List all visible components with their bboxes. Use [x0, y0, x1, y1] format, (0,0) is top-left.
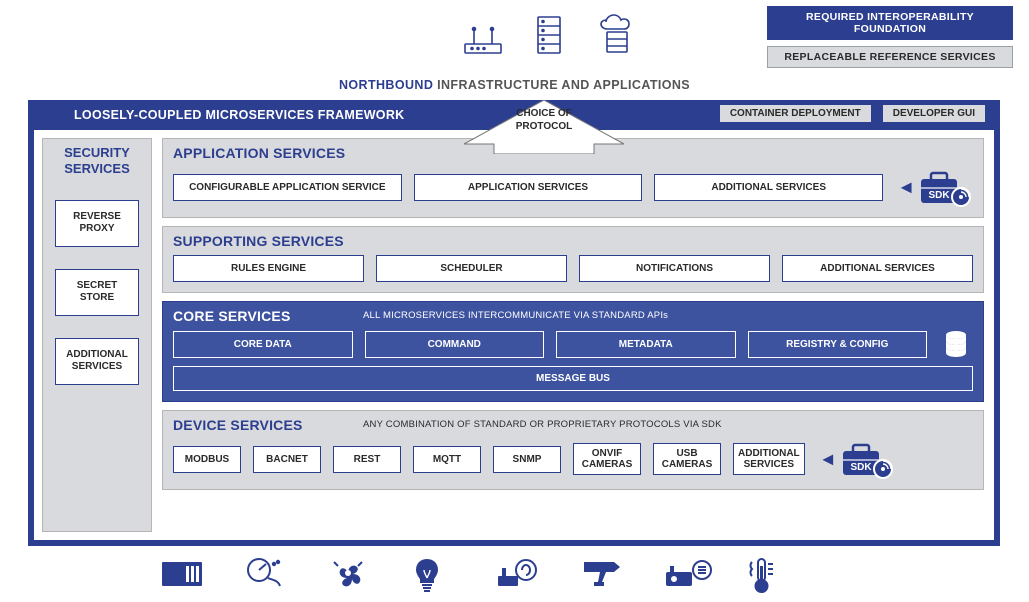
sdk-arrow-icon: ◄ [819, 449, 837, 470]
sdk-toolbox-icon: SDK [841, 439, 895, 479]
security-title: SECURITY SERVICES [64, 145, 130, 178]
protocol-line2: PROTOCOL [516, 121, 572, 132]
container-deployment-box: CONTAINER DEPLOYMENT [719, 104, 872, 123]
northbound-icons-row [460, 8, 640, 56]
thermometer-icon [748, 556, 788, 590]
pump-icon [496, 556, 536, 590]
svc-registry-config: REGISTRY & CONFIG [748, 331, 928, 358]
supporting-services-layer: SUPPORTING SERVICES RULES ENGINE SCHEDUL… [162, 226, 984, 293]
fan-icon [328, 556, 368, 590]
device-sdk-slot: ◄ SDK [817, 439, 895, 479]
legend-replaceable: REPLACEABLE REFERENCE SERVICES [767, 46, 1013, 68]
svg-text:SDK: SDK [928, 190, 950, 201]
svc-additional-services-supporting: ADDITIONAL SERVICES [782, 255, 973, 282]
svc-scheduler: SCHEDULER [376, 255, 567, 282]
legend-required: REQUIRED INTEROPERABILITY FOUNDATION [767, 6, 1013, 40]
security-secret-store: SECRETSTORE [55, 269, 139, 316]
svc-snmp: SNMP [493, 446, 561, 473]
security-reverse-proxy: REVERSEPROXY [55, 200, 139, 247]
svc-configurable-application-service: CONFIGURABLE APPLICATION SERVICE [173, 174, 402, 201]
hvac-icon [664, 556, 704, 590]
northbound-label: NORTHBOUND INFRASTRUCTURE AND APPLICATIO… [0, 78, 1029, 92]
camera-icon [580, 556, 620, 590]
svc-modbus: MODBUS [173, 446, 241, 473]
server-icon [534, 14, 564, 56]
svc-additional-services-device: ADDITIONALSERVICES [733, 443, 805, 475]
northbound-left: NORTHBOUND [339, 78, 433, 92]
svc-metadata: METADATA [556, 331, 736, 358]
southbound-icons-row [160, 556, 788, 590]
layers-column: APPLICATION SERVICES CONFIGURABLE APPLIC… [162, 138, 984, 532]
svc-command: COMMAND [365, 331, 545, 358]
device-services-subtitle: ANY COMBINATION OF STANDARD OR PROPRIETA… [363, 419, 722, 430]
database-icon [939, 330, 973, 358]
svc-onvif-cameras: ONVIFCAMERAS [573, 443, 641, 475]
supporting-services-title: SUPPORTING SERVICES [173, 233, 973, 249]
framework-title: LOOSELY-COUPLED MICROSERVICES FRAMEWORK [74, 108, 404, 122]
security-additional-services: ADDITIONALSERVICES [55, 338, 139, 385]
application-sdk-slot: ◄ SDK [895, 167, 973, 207]
legend: REQUIRED INTEROPERABILITY FOUNDATION REP… [767, 6, 1013, 68]
svc-additional-services-app: ADDITIONAL SERVICES [654, 174, 883, 201]
core-services-layer: CORE SERVICES ALL MICROSERVICES INTERCOM… [162, 301, 984, 402]
svc-core-data: CORE DATA [173, 331, 353, 358]
security-services-column: SECURITY SERVICES REVERSEPROXY SECRETSTO… [42, 138, 152, 532]
plc-icon [160, 556, 200, 590]
developer-gui-box: DEVELOPER GUI [882, 104, 986, 123]
svc-notifications: NOTIFICATIONS [579, 255, 770, 282]
svc-rest: REST [333, 446, 401, 473]
device-services-layer: DEVICE SERVICES ANY COMBINATION OF STAND… [162, 410, 984, 490]
message-bus: MESSAGE BUS [173, 366, 973, 391]
framework-frame: LOOSELY-COUPLED MICROSERVICES FRAMEWORK … [28, 100, 1000, 546]
protocol-line1: CHOICE OF [516, 108, 572, 119]
framework-top-buttons: CONTAINER DEPLOYMENT DEVELOPER GUI [719, 104, 986, 123]
sdk-toolbox-icon: SDK [919, 167, 973, 207]
cloud-server-icon [592, 8, 640, 56]
bulb-icon [412, 556, 452, 590]
svc-rules-engine: RULES ENGINE [173, 255, 364, 282]
svg-text:SDK: SDK [850, 462, 872, 473]
northbound-right: INFRASTRUCTURE AND APPLICATIONS [433, 78, 690, 92]
svc-bacnet: BACNET [253, 446, 321, 473]
protocol-arrow: CHOICE OF PROTOCOL [464, 100, 624, 154]
sdk-arrow-icon: ◄ [897, 177, 915, 198]
gauge-icon [244, 556, 284, 590]
core-services-subtitle: ALL MICROSERVICES INTERCOMMUNICATE VIA S… [363, 310, 668, 321]
svc-mqtt: MQTT [413, 446, 481, 473]
svc-application-services: APPLICATION SERVICES [414, 174, 643, 201]
svc-usb-cameras: USBCAMERAS [653, 443, 721, 475]
router-icon [460, 22, 506, 56]
